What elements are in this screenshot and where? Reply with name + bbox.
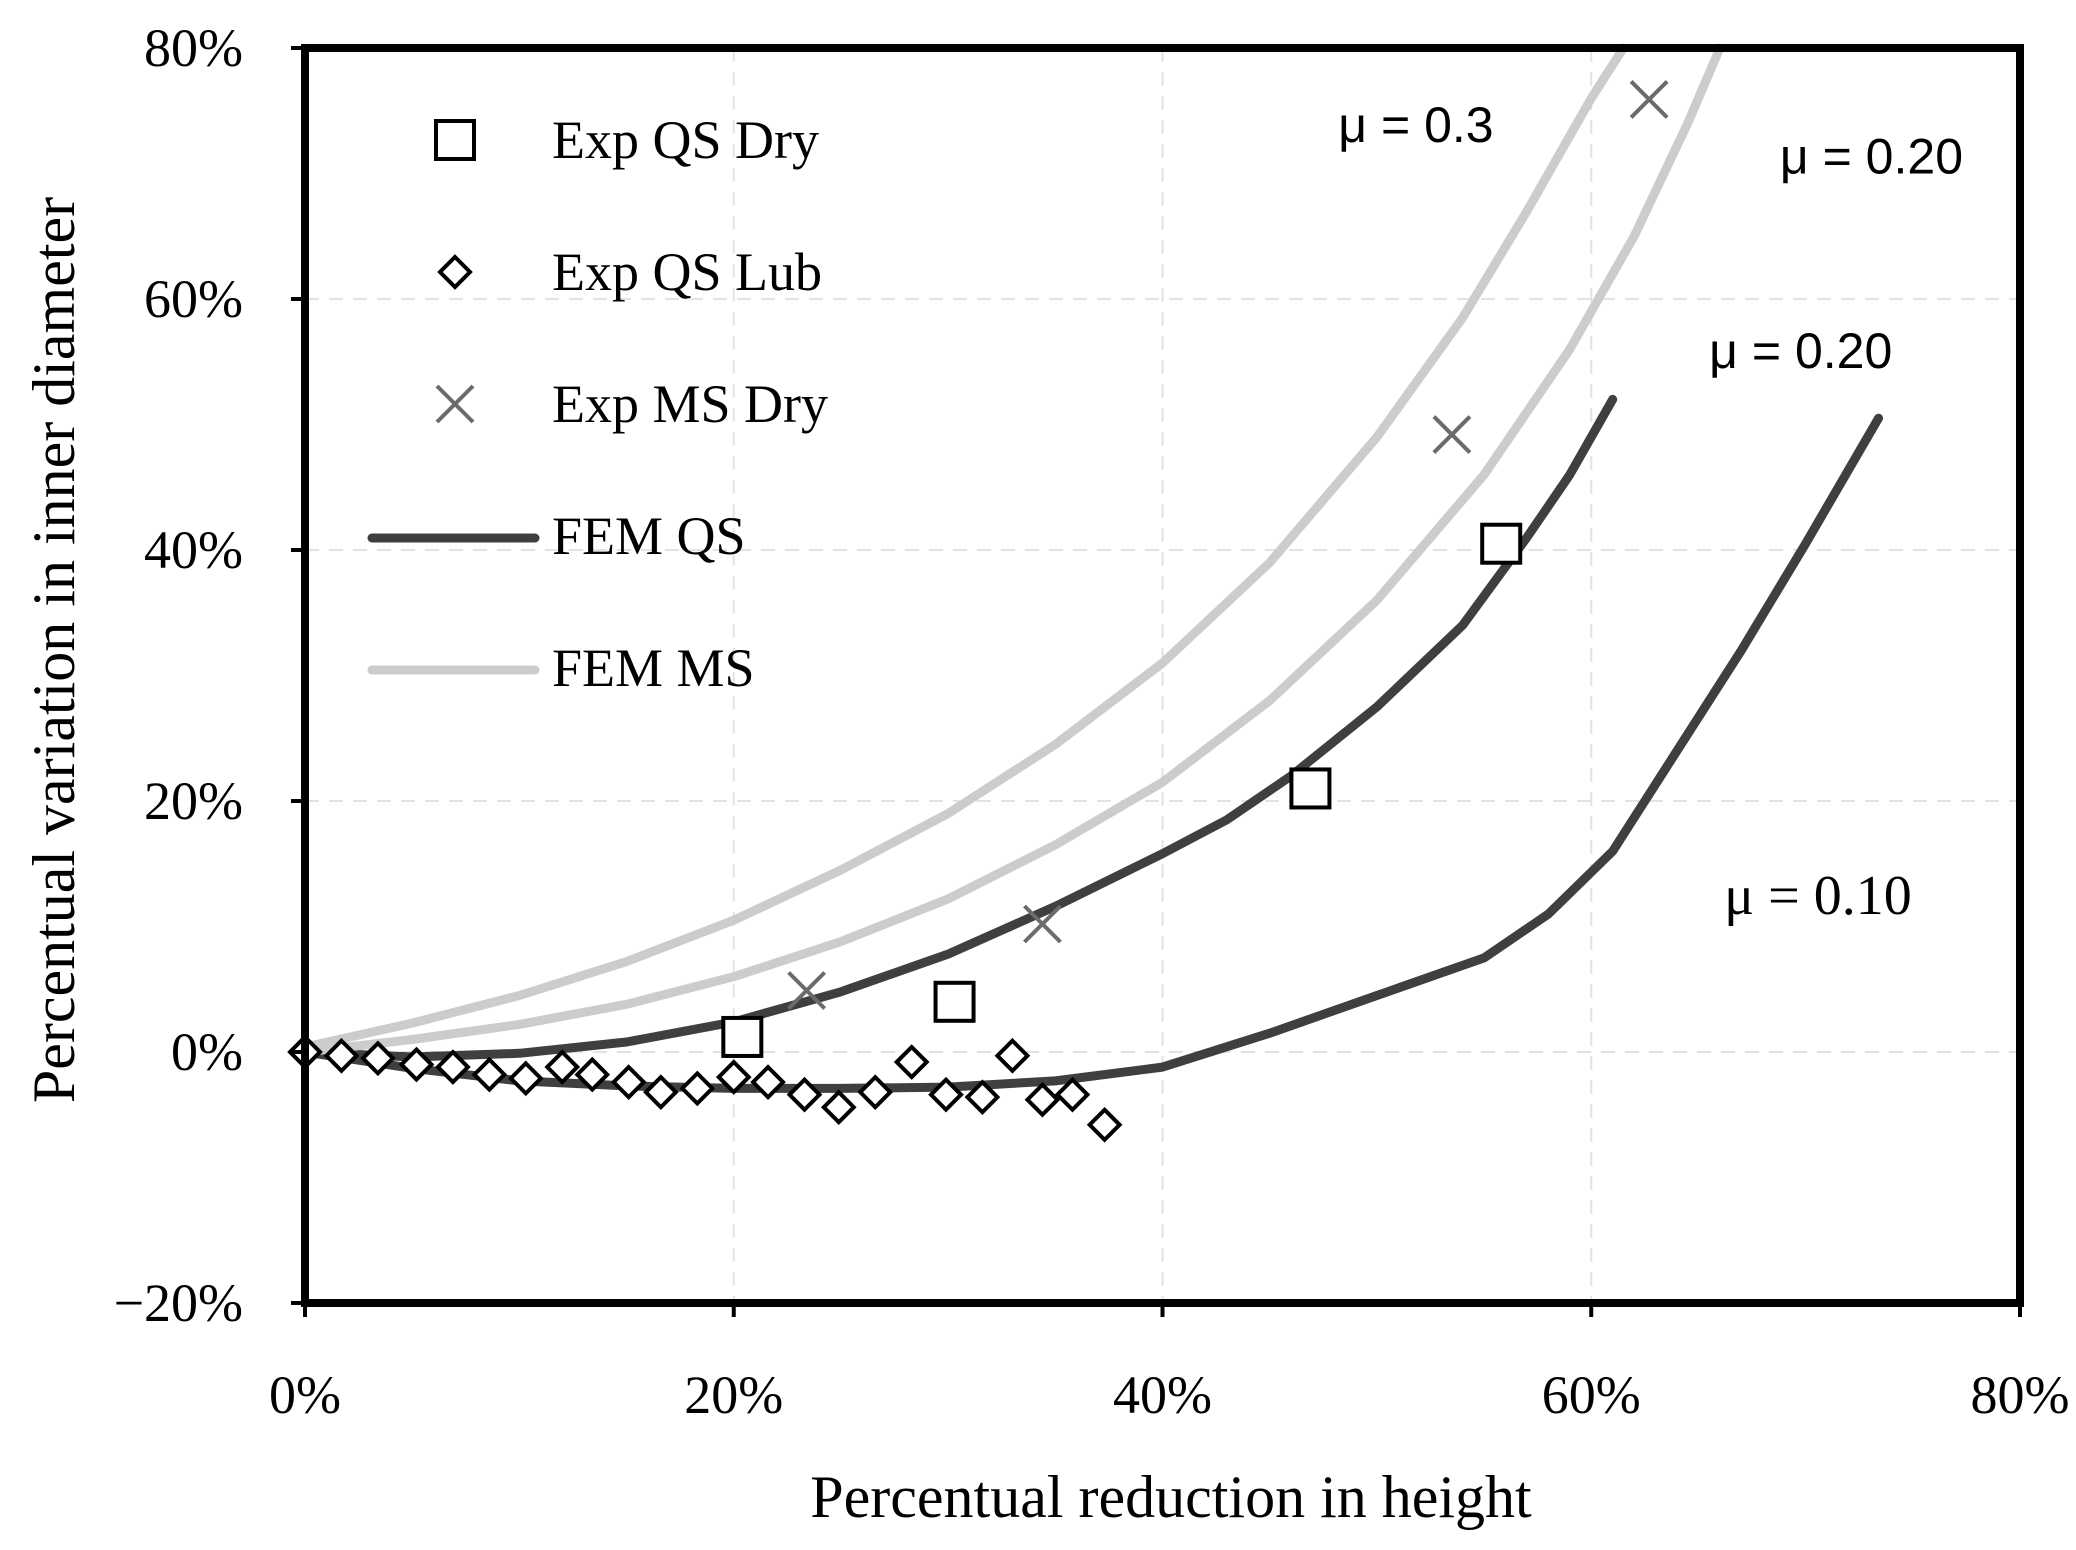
axis-ticks: 0% 20% 40% 60% 80% −20% 0% 20% 40% 60% 80% [114, 18, 2070, 1425]
marker-exp-qs-lub [750, 1064, 786, 1100]
y-axis-title: Percentual variation in inner diameter [21, 197, 87, 1103]
y-tick-label: 0% [171, 1022, 243, 1082]
legend-fem-ms-label: FEM MS [552, 638, 755, 698]
x-tick-label: 20% [684, 1365, 783, 1425]
curve-annotations: μ = 0.3 μ = 0.20 μ = 0.20 μ = 0.10 [1338, 97, 1963, 927]
legend-fem-qs-label: FEM QS [552, 506, 746, 566]
marker-exp-qs-lub [857, 1074, 894, 1110]
marker-exp-qs-lub [994, 1037, 1031, 1074]
curve-fem-ms [300, 43, 1725, 1057]
curve-annotation: μ = 0.3 [1338, 97, 1493, 153]
marker-exp-qs-dry [1480, 522, 1523, 565]
curve-annotation: μ = 0.10 [1724, 865, 1912, 927]
marker-exp-qs-lub [820, 1089, 857, 1126]
legend-exp-qs-dry-symbol [434, 119, 476, 161]
curve-annotation: μ = 0.20 [1709, 323, 1892, 379]
x-tick-label: 0% [269, 1365, 341, 1425]
marker-exp-qs-lub [1024, 1081, 1061, 1118]
marker-exp-qs-lub [928, 1076, 964, 1113]
marker-exp-qs-lub [507, 1060, 544, 1097]
marker-exp-qs-lub [893, 1044, 930, 1080]
marker-exp-qs-lub [574, 1056, 611, 1093]
x-tick-label: 80% [1971, 1365, 2070, 1425]
marker-exp-qs-lub [398, 1046, 435, 1083]
marker-exp-ms-dry [1432, 415, 1472, 454]
marker-exp-qs-lub [544, 1049, 581, 1085]
marker-exp-qs-lub [964, 1079, 1001, 1116]
legend-exp-qs-lub-label: Exp QS Lub [552, 242, 822, 302]
marker-exp-qs-lub [715, 1059, 752, 1095]
marker-exp-ms-dry [1023, 904, 1062, 944]
y-tick-label: 60% [144, 269, 243, 329]
x-tick-label: 40% [1113, 1365, 1212, 1425]
marker-exp-qs-lub [643, 1074, 679, 1110]
marker-exp-qs-dry [933, 980, 976, 1023]
marker-exp-qs-dry [721, 1015, 764, 1058]
y-tick-label: 80% [144, 18, 243, 78]
marker-exp-qs-lub [610, 1064, 647, 1100]
legend-exp-ms-dry-symbol [435, 384, 475, 424]
marker-exp-qs-lub [786, 1076, 823, 1113]
marker-exp-ms-dry [787, 971, 827, 1010]
legend-exp-qs-lub-symbol [437, 254, 473, 290]
curve-fem-ms [300, 43, 1628, 1052]
y-tick-label: −20% [114, 1273, 243, 1333]
y-tick-label: 20% [144, 771, 243, 831]
marker-exp-qs-lub [360, 1040, 396, 1077]
marker-exp-qs-lub [1086, 1106, 1123, 1143]
marker-exp-ms-dry [1629, 80, 1669, 119]
y-tick-label: 40% [144, 520, 243, 580]
fem-curves [300, 43, 1883, 1093]
legend-exp-ms-dry-label: Exp MS Dry [552, 374, 828, 434]
legend: Exp QS Dry Exp QS Lub Exp MS Dry FEM QS FEM … [367, 110, 828, 698]
marker-exp-qs-lub [679, 1070, 716, 1107]
curve-fem-qs [300, 413, 1883, 1093]
x-axis-title: Percentual reduction in height [810, 1464, 1532, 1530]
curve-fem-qs [300, 394, 1618, 1062]
legend-exp-qs-dry-label: Exp QS Dry [552, 110, 819, 170]
marker-exp-qs-dry [1289, 767, 1332, 810]
marker-exp-qs-lub [471, 1056, 508, 1093]
marker-exp-qs-lub [1054, 1076, 1091, 1113]
experimental-markers [287, 80, 1669, 1143]
marker-exp-qs-lub [323, 1037, 360, 1074]
x-tick-label: 60% [1542, 1365, 1641, 1425]
marker-exp-qs-lub [435, 1049, 471, 1085]
curve-annotation: μ = 0.20 [1780, 129, 1963, 185]
